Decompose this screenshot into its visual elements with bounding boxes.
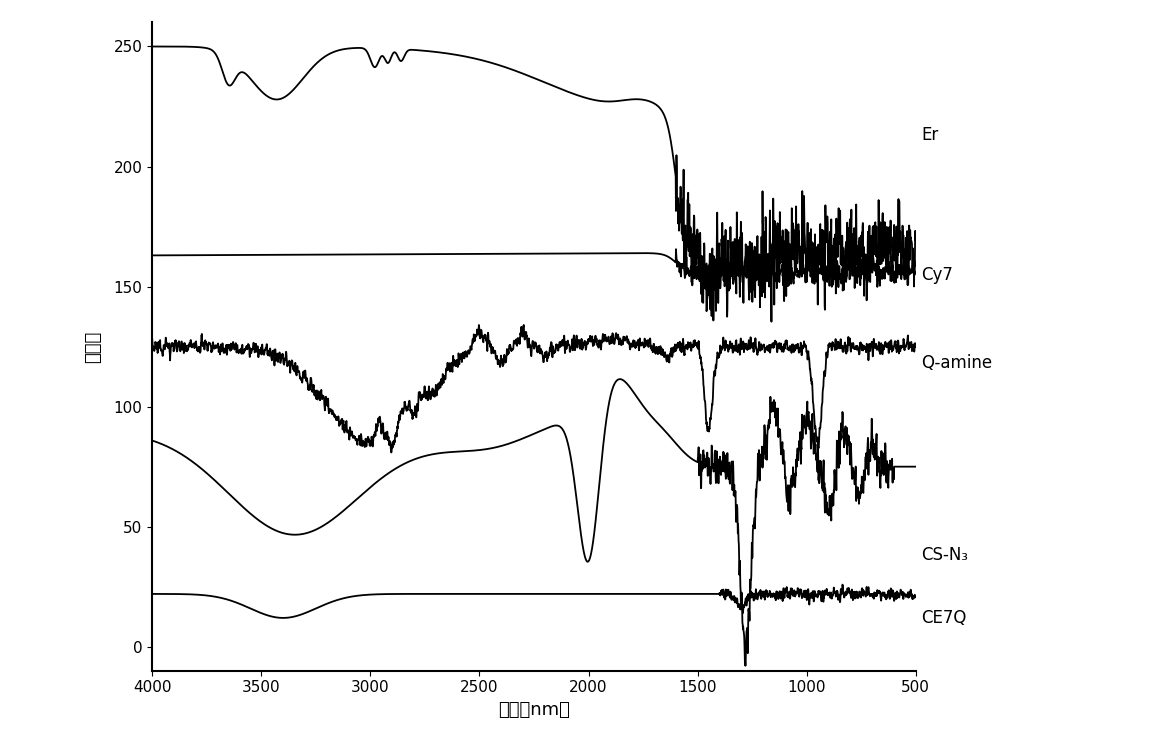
- Text: CS-N₃: CS-N₃: [921, 547, 968, 565]
- Y-axis label: 透过率: 透过率: [85, 330, 102, 363]
- Text: CE7Q: CE7Q: [921, 609, 967, 627]
- X-axis label: 波长（nm）: 波长（nm）: [498, 701, 570, 719]
- Text: Er: Er: [921, 127, 939, 145]
- Text: Q-amine: Q-amine: [921, 354, 992, 372]
- Text: Cy7: Cy7: [921, 266, 953, 284]
